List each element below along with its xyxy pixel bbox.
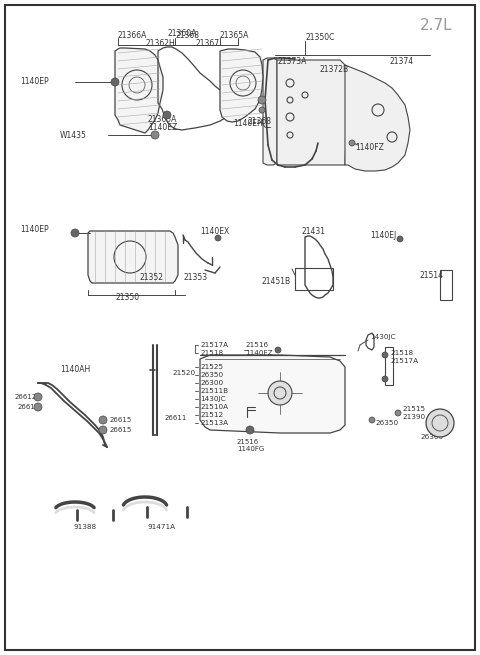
- Text: 21511B: 21511B: [200, 388, 228, 394]
- Text: 21512: 21512: [200, 412, 223, 418]
- Text: 21367: 21367: [196, 39, 220, 48]
- Text: 1140FZ: 1140FZ: [245, 350, 273, 356]
- Bar: [295, 268, 333, 290]
- Circle shape: [99, 426, 107, 434]
- Circle shape: [259, 107, 265, 113]
- Circle shape: [246, 426, 254, 434]
- Circle shape: [111, 78, 119, 86]
- Text: 26615: 26615: [110, 427, 132, 433]
- Text: 1140FG: 1140FG: [237, 446, 264, 452]
- Polygon shape: [277, 60, 348, 165]
- Text: 1140EP: 1140EP: [20, 225, 48, 234]
- Text: 26300: 26300: [420, 434, 443, 440]
- Text: 21365A: 21365A: [148, 115, 178, 124]
- Text: 26612B: 26612B: [15, 394, 42, 400]
- Text: 21368: 21368: [175, 31, 199, 39]
- Circle shape: [163, 111, 171, 119]
- Text: 21373A: 21373A: [278, 58, 307, 67]
- Polygon shape: [263, 58, 277, 165]
- Text: 21431: 21431: [302, 227, 326, 236]
- Text: 21350: 21350: [115, 293, 139, 303]
- Circle shape: [397, 236, 403, 242]
- Text: 21515: 21515: [402, 406, 425, 412]
- Text: 91388: 91388: [73, 524, 96, 530]
- Circle shape: [34, 393, 42, 401]
- Circle shape: [382, 352, 388, 358]
- Circle shape: [215, 235, 221, 241]
- Text: 21517A: 21517A: [390, 358, 418, 364]
- Text: 26615: 26615: [110, 417, 132, 423]
- Text: 1430JC: 1430JC: [370, 334, 396, 340]
- Text: 21352: 21352: [140, 274, 164, 282]
- Text: 21350C: 21350C: [305, 33, 335, 41]
- Text: 26350: 26350: [200, 372, 223, 378]
- Circle shape: [395, 410, 401, 416]
- Text: 1430JC: 1430JC: [200, 396, 226, 402]
- Text: 21390: 21390: [402, 414, 425, 420]
- Circle shape: [99, 416, 107, 424]
- Text: 21365A: 21365A: [220, 31, 250, 39]
- Text: 21372B: 21372B: [320, 64, 349, 73]
- Text: 21510A: 21510A: [200, 404, 228, 410]
- Text: 21366A: 21366A: [118, 31, 147, 39]
- Polygon shape: [345, 65, 410, 171]
- Text: 1140EH: 1140EH: [233, 119, 263, 128]
- Text: 2.7L: 2.7L: [420, 18, 453, 33]
- Polygon shape: [200, 355, 345, 433]
- Text: 21525: 21525: [200, 364, 223, 370]
- Text: 21516: 21516: [245, 342, 268, 348]
- Text: 21368: 21368: [248, 117, 272, 126]
- Text: 26614: 26614: [18, 404, 40, 410]
- Text: 26350: 26350: [375, 420, 398, 426]
- Circle shape: [426, 409, 454, 437]
- Text: 21374: 21374: [390, 58, 414, 67]
- Text: 26300: 26300: [200, 380, 223, 386]
- Circle shape: [258, 96, 266, 104]
- Text: 1140EJ: 1140EJ: [370, 231, 396, 240]
- Circle shape: [151, 131, 159, 139]
- Polygon shape: [115, 48, 163, 133]
- Text: 21451B: 21451B: [262, 278, 291, 286]
- Polygon shape: [88, 231, 178, 283]
- Circle shape: [275, 347, 281, 353]
- Circle shape: [71, 229, 79, 237]
- Text: 21513A: 21513A: [200, 420, 228, 426]
- Text: W1435: W1435: [60, 130, 87, 140]
- Polygon shape: [220, 49, 263, 122]
- Text: 91471A: 91471A: [147, 524, 175, 530]
- Text: 1140AH: 1140AH: [60, 365, 90, 375]
- Text: 26611: 26611: [165, 415, 187, 421]
- Text: 1140EP: 1140EP: [20, 77, 48, 86]
- Bar: [440, 270, 452, 300]
- Text: 1140EX: 1140EX: [200, 227, 229, 236]
- Circle shape: [369, 417, 375, 423]
- Text: 21514: 21514: [420, 271, 444, 280]
- Bar: [385, 347, 393, 385]
- Text: 21520: 21520: [172, 370, 195, 376]
- Text: 21518: 21518: [390, 350, 413, 356]
- Text: 21518: 21518: [200, 350, 223, 356]
- Circle shape: [34, 403, 42, 411]
- Circle shape: [268, 381, 292, 405]
- Text: 21362H: 21362H: [145, 39, 175, 48]
- Circle shape: [349, 140, 355, 146]
- Text: 21353: 21353: [183, 274, 207, 282]
- Text: 21516: 21516: [237, 439, 259, 445]
- Text: 21517A: 21517A: [200, 342, 228, 348]
- Text: 21360A: 21360A: [168, 29, 197, 37]
- Text: 1140EZ: 1140EZ: [148, 122, 177, 132]
- Text: 1140FZ: 1140FZ: [355, 143, 384, 151]
- Circle shape: [382, 376, 388, 382]
